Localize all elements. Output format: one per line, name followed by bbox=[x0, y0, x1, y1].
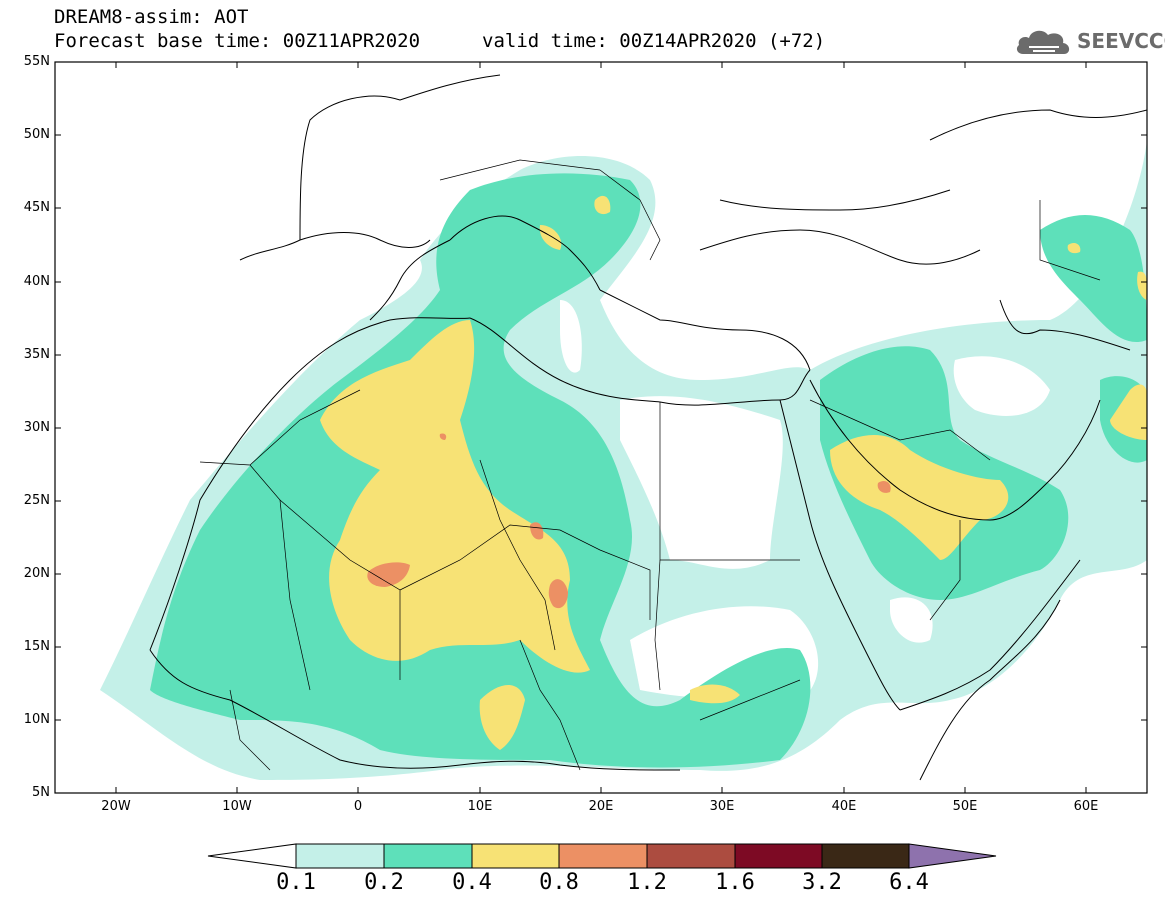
lon-label: 20W bbox=[101, 799, 131, 814]
valid-time: valid time: 00Z14APR2020 (+72) bbox=[482, 30, 826, 52]
lat-label: 45N bbox=[23, 200, 50, 215]
lat-label: 10N bbox=[23, 712, 50, 727]
colorbar-label: 3.2 bbox=[802, 870, 842, 895]
lat-label: 5N bbox=[32, 785, 50, 800]
colorbar-swatch-1 bbox=[295, 843, 385, 869]
axis-ticks bbox=[55, 61, 1147, 793]
lat-label: 35N bbox=[23, 347, 50, 362]
lon-label: 10W bbox=[222, 799, 252, 814]
colorbar-swatch-4 bbox=[558, 843, 648, 869]
lon-label: 30E bbox=[709, 799, 735, 814]
lon-label: 20E bbox=[588, 799, 614, 814]
seevccc-logo: SEEVCCC bbox=[1015, 24, 1165, 58]
colorbar bbox=[207, 843, 997, 869]
colorbar-label: 0.2 bbox=[364, 870, 404, 895]
lat-label: 40N bbox=[23, 274, 50, 289]
lon-label: 10E bbox=[467, 799, 493, 814]
colorbar-swatch-7 bbox=[821, 843, 910, 869]
colorbar-low-arrow bbox=[207, 843, 297, 869]
aot-band-0.8-1.2 bbox=[367, 433, 891, 609]
coastlines bbox=[149, 74, 1147, 781]
country-borders bbox=[199, 159, 1101, 771]
colorbar-label: 6.4 bbox=[889, 870, 929, 895]
colorbar-swatch-3 bbox=[471, 843, 560, 869]
lon-label: 60E bbox=[1073, 799, 1099, 814]
colorbar-label: 1.2 bbox=[627, 870, 667, 895]
colorbar-high-arrow bbox=[908, 843, 997, 869]
lat-label: 50N bbox=[23, 127, 50, 142]
colorbar-swatch-6 bbox=[734, 843, 823, 869]
lon-label: 40E bbox=[831, 799, 857, 814]
colorbar-label: 0.4 bbox=[452, 870, 492, 895]
lat-label: 25N bbox=[23, 493, 50, 508]
lat-label: 55N bbox=[23, 54, 50, 69]
lat-label: 15N bbox=[23, 639, 50, 654]
cloud-icon bbox=[1016, 30, 1070, 54]
lon-label: 50E bbox=[952, 799, 978, 814]
lon-label: 0 bbox=[353, 799, 363, 814]
map-title: DREAM8-assim: AOT bbox=[54, 6, 249, 28]
colorbar-label: 1.6 bbox=[715, 870, 755, 895]
forecast-base-time: Forecast base time: 00Z11APR2020 bbox=[54, 30, 421, 52]
colorbar-label: 0.1 bbox=[276, 870, 316, 895]
colorbar-label: 0.8 bbox=[539, 870, 579, 895]
lat-label: 30N bbox=[23, 420, 50, 435]
colorbar-swatch-5 bbox=[646, 843, 736, 869]
logo-text: SEEVCCC bbox=[1077, 29, 1165, 53]
colorbar-swatch-2 bbox=[383, 843, 473, 869]
lat-label: 20N bbox=[23, 566, 50, 581]
